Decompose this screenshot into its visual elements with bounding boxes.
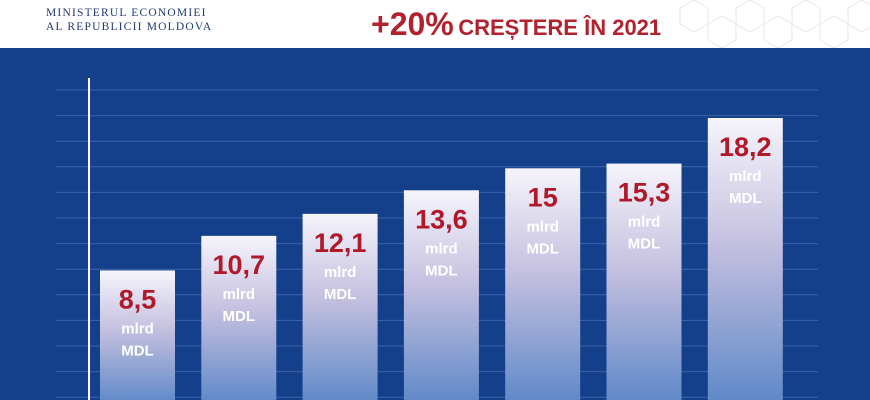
bars: 8,5 mlrd MDL 10,7 mlrd MDL 12,1 mlrd MDL 13,6 mlrd… [100, 118, 783, 400]
bar-value-label: 18,2 [719, 132, 772, 162]
bar-unit-line-1: mlrd [729, 168, 762, 185]
bar-group: 12,1 mlrd MDL [302, 213, 378, 400]
ministry-logo-text: MINISTERUL ECONOMIEI AL REPUBLICII MOLDO… [46, 6, 212, 34]
ministry-line-1: MINISTERUL ECONOMIEI [46, 7, 207, 19]
bar [100, 270, 175, 400]
ministry-line-2: AL REPUBLICII MOLDOVA [46, 21, 213, 33]
bar-unit-line-2: MDL [121, 342, 154, 359]
bar [505, 168, 581, 400]
bar-value-label: 10,7 [213, 250, 266, 280]
bar-unit-line-2: MDL [729, 190, 762, 207]
bar-group: 8,5 mlrd MDL [100, 270, 175, 400]
bar [606, 163, 682, 400]
headline-percent: +20% [371, 6, 454, 42]
bar-group: 10,7 mlrd MDL [201, 235, 277, 400]
bar [302, 213, 378, 400]
bar-unit-line-2: MDL [324, 286, 357, 303]
bar [707, 118, 783, 400]
bar-group: 15,3 mlrd MDL [606, 163, 682, 400]
chart-panel: 8,5 mlrd MDL 10,7 mlrd MDL 12,1 mlrd MDL 13,6 mlrd… [0, 48, 870, 400]
bar-group: 15 mlrd MDL [505, 168, 581, 400]
headline: +20% CREȘTERE ÎN 2021 [371, 6, 661, 43]
bar-chart: 8,5 mlrd MDL 10,7 mlrd MDL 12,1 mlrd MDL 13,6 mlrd… [56, 78, 818, 400]
bar-unit-line-1: mlrd [121, 320, 154, 337]
bar-unit-line-1: mlrd [223, 286, 256, 303]
bar-unit-line-2: MDL [425, 262, 458, 279]
bar-unit-line-1: mlrd [628, 214, 661, 231]
bar-value-label: 15 [528, 182, 558, 212]
bar-unit-line-2: MDL [223, 308, 256, 325]
bar-value-label: 8,5 [119, 284, 157, 314]
bar-unit-line-2: MDL [628, 236, 661, 253]
headline-text: CREȘTERE ÎN 2021 [458, 15, 662, 40]
bar [403, 190, 479, 400]
bar-unit-line-1: mlrd [526, 218, 559, 235]
bar-unit-line-1: mlrd [425, 240, 458, 257]
bar [201, 235, 277, 400]
bar-value-label: 15,3 [618, 178, 671, 208]
bar-value-label: 13,6 [415, 204, 468, 234]
bar-group: 13,6 mlrd MDL [403, 190, 479, 400]
bar-unit-line-2: MDL [526, 240, 559, 257]
hexagon-pattern-icon [679, 0, 870, 48]
bar-unit-line-1: mlrd [324, 264, 357, 281]
bar-group: 18,2 mlrd MDL [707, 118, 783, 400]
header: MINISTERUL ECONOMIEI AL REPUBLICII MOLDO… [0, 0, 870, 48]
bar-value-label: 12,1 [314, 228, 367, 258]
